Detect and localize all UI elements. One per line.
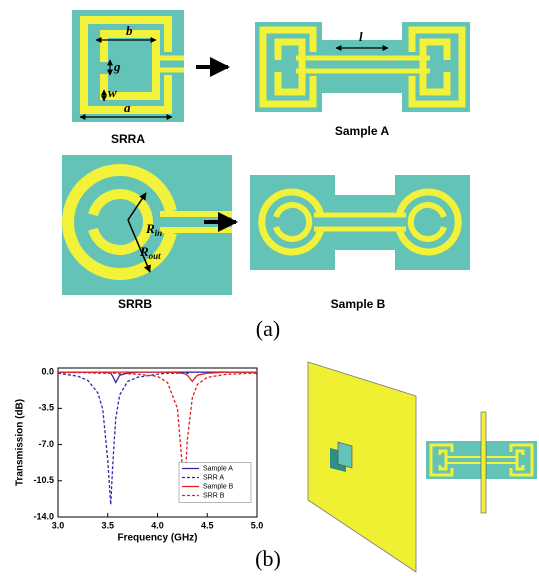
dim-label: l <box>359 29 363 44</box>
x-tick-label: 4.5 <box>201 520 214 530</box>
x-tick-label: 4.0 <box>151 520 164 530</box>
figure: b g w a SRRA l Sample A Rin Rout SRRB <box>0 0 539 576</box>
dim-label: R <box>145 221 155 236</box>
sample-b-diagram <box>250 175 470 270</box>
dim-label: a <box>124 100 131 115</box>
caption: SRRA <box>111 132 145 146</box>
dim-label: w <box>108 85 117 100</box>
legend-label: SRR B <box>203 492 225 499</box>
srrb-diagram: Rin Rout <box>62 155 232 295</box>
dim-label: out <box>149 251 162 261</box>
x-tick-label: 3.5 <box>101 520 114 530</box>
y-tick-label: 0.0 <box>41 367 54 377</box>
x-axis-label: Frequency (GHz) <box>117 533 197 544</box>
y-axis-label: Transmission (dB) <box>15 399 26 486</box>
legend-label: SRR A <box>203 474 224 481</box>
dim-label: R <box>139 244 149 259</box>
y-tick-label: -10.5 <box>33 475 54 485</box>
y-tick-label: -3.5 <box>38 403 54 413</box>
y-tick-label: -7.0 <box>38 439 54 449</box>
caption: SRRB <box>118 297 152 311</box>
caption: Sample B <box>331 297 386 311</box>
illustration-3d <box>308 362 537 572</box>
legend-label: Sample A <box>203 465 233 472</box>
panel-label: (a) <box>256 316 280 341</box>
legend-label: Sample B <box>203 483 234 490</box>
srra-diagram: b g w a <box>72 10 184 122</box>
dim-label: b <box>126 23 133 38</box>
sample-a-diagram: l <box>255 22 470 112</box>
caption: Sample A <box>335 124 390 138</box>
dim-label: g <box>113 59 121 74</box>
x-tick-label: 3.0 <box>52 520 65 530</box>
dim-label: in <box>155 228 163 238</box>
x-tick-label: 5.0 <box>251 520 264 530</box>
panel-label: (b) <box>255 546 281 571</box>
